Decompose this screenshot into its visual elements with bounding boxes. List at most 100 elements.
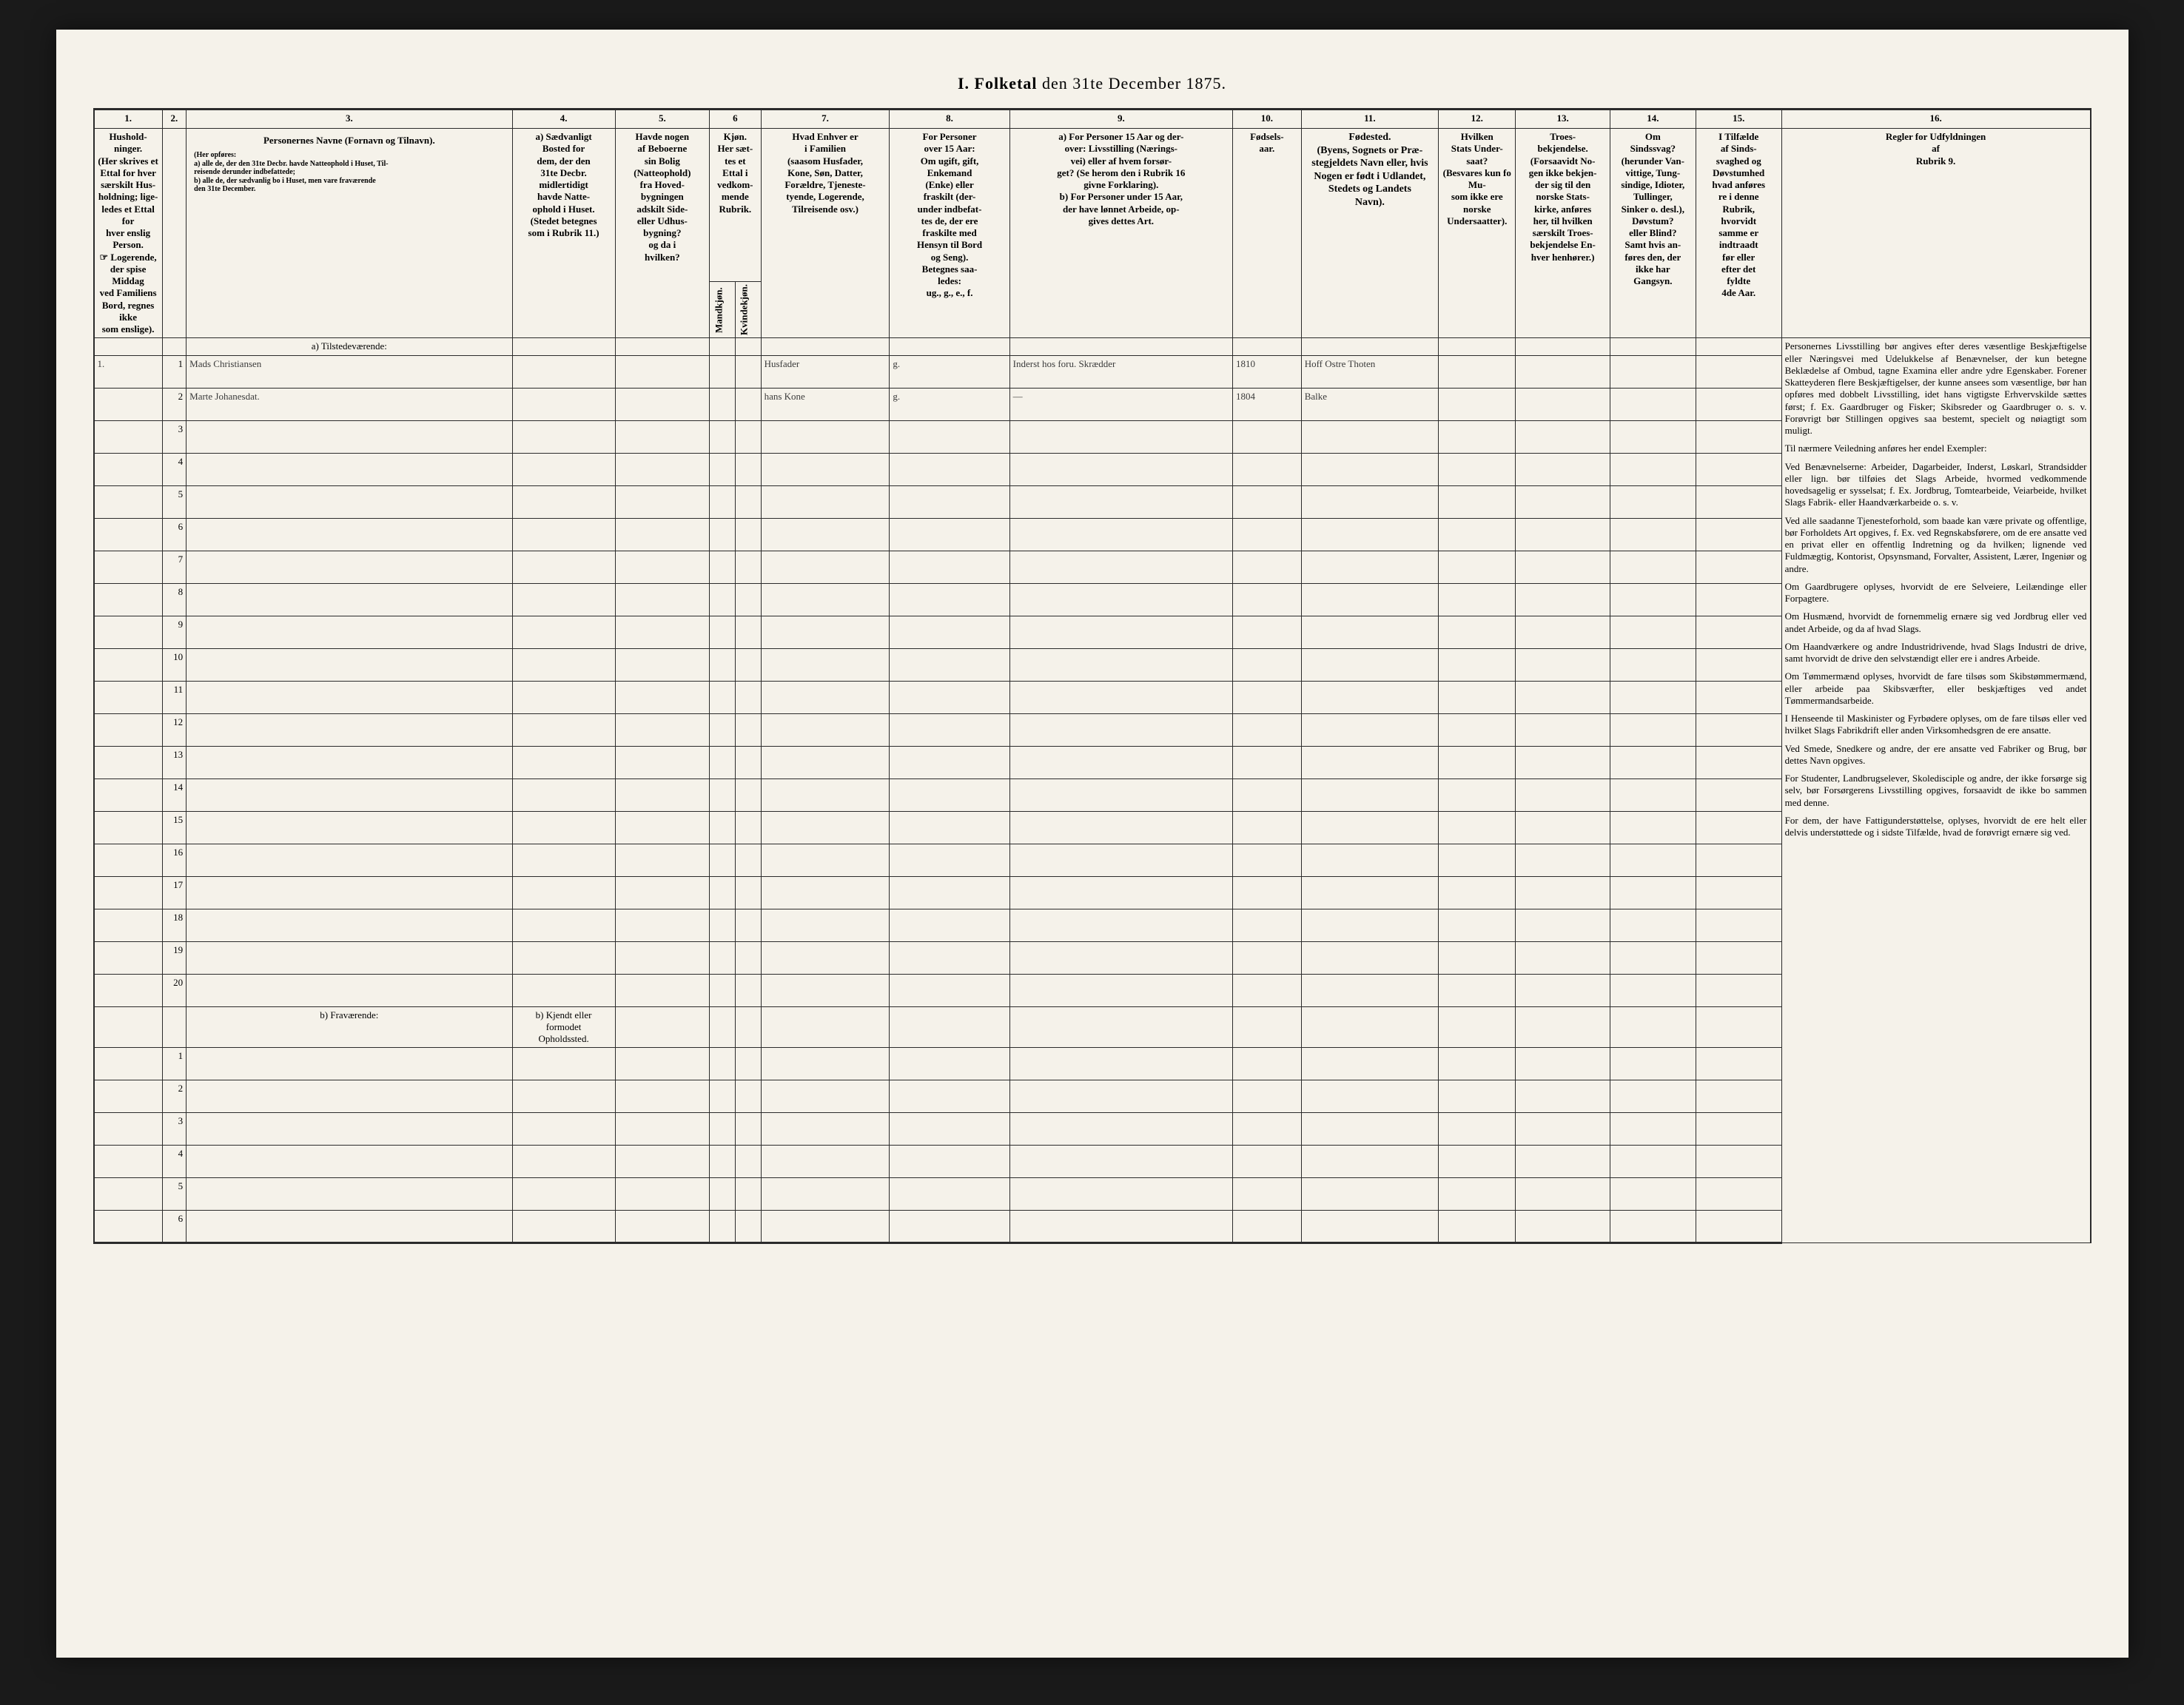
title-suffix: den 31te December 1875. [1042, 74, 1226, 93]
hdr-names: Personernes Navne (Fornavn og Tilnavn). … [187, 129, 512, 338]
cell [94, 485, 163, 518]
cell [615, 1113, 709, 1146]
cell [615, 453, 709, 485]
cell [1516, 1080, 1610, 1113]
birthplace: Hoff Ostre Thoten [1301, 355, 1438, 388]
cell [1301, 1146, 1438, 1178]
cell [615, 355, 709, 388]
cell [710, 485, 736, 518]
cell [512, 844, 615, 876]
cell [94, 909, 163, 941]
rownum: 6 [162, 518, 186, 551]
hdr-c14: Om Sindssvag? (herunder Van- vittige, Tu… [1610, 129, 1696, 338]
cell [1696, 1048, 1781, 1080]
cell [761, 485, 890, 518]
cell [1610, 1006, 1696, 1048]
cell [512, 1146, 615, 1178]
hdr-households: Hushold- ninger. (Her skrives et Ettal f… [94, 129, 163, 338]
cell [1301, 518, 1438, 551]
cell [615, 1178, 709, 1211]
cell [1610, 941, 1696, 974]
cell [187, 844, 512, 876]
cell [1301, 746, 1438, 778]
hdr-c4: a) Sædvanligt Bosted for dem, der den 31… [512, 129, 615, 338]
cell [1439, 844, 1516, 876]
rules-para: For dem, der have Fattigunderstøttelse, … [1785, 815, 2087, 839]
cell [512, 355, 615, 388]
cell [761, 616, 890, 648]
page-title: I. Folketal den 31te December 1875. [93, 74, 2091, 93]
cell [1439, 648, 1516, 681]
cell [94, 778, 163, 811]
cell [1610, 583, 1696, 616]
rownum: 16 [162, 844, 186, 876]
cell [1232, 778, 1301, 811]
cell [1516, 974, 1610, 1006]
cell [615, 974, 709, 1006]
colnum: 7. [761, 110, 890, 129]
cell [1009, 974, 1232, 1006]
hdr-c10-text: Fødsels- aar. [1250, 131, 1284, 154]
cell [735, 746, 761, 778]
cell [94, 681, 163, 713]
cell [1696, 941, 1781, 974]
cell [1439, 1146, 1516, 1178]
hdr-c11-text: Fødested. (Byens, Sognets or Præ- stegje… [1311, 132, 1428, 208]
cell [1439, 713, 1516, 746]
header-row: Hushold- ninger. (Her skrives et Ettal f… [94, 129, 2091, 282]
cell [1516, 1211, 1610, 1243]
occupation: Inderst hos foru. Skrædder [1009, 355, 1232, 388]
cell [94, 713, 163, 746]
cell [615, 681, 709, 713]
cell [162, 338, 186, 355]
cell [94, 1006, 163, 1048]
cell [187, 1080, 512, 1113]
cell [615, 420, 709, 453]
colnum: 14. [1610, 110, 1696, 129]
cell [1439, 746, 1516, 778]
cell [94, 1178, 163, 1211]
cell [615, 844, 709, 876]
cell [1516, 338, 1610, 355]
birthplace: Balke [1301, 388, 1438, 420]
cell [94, 811, 163, 844]
cell [890, 616, 1009, 648]
cell [94, 746, 163, 778]
cell [1610, 974, 1696, 1006]
cell [1610, 1146, 1696, 1178]
cell [1516, 616, 1610, 648]
cell [1439, 388, 1516, 420]
cell [710, 551, 736, 583]
cell [1516, 844, 1610, 876]
cell [1232, 551, 1301, 583]
cell [187, 453, 512, 485]
cell [1610, 388, 1696, 420]
cell [761, 518, 890, 551]
cell [1610, 1080, 1696, 1113]
cell [1610, 1178, 1696, 1211]
cell [1610, 518, 1696, 551]
cell [187, 1113, 512, 1146]
cell [1516, 551, 1610, 583]
hdr-female: Kvindekjøn. [735, 282, 761, 338]
cell [1610, 355, 1696, 388]
cell [1696, 746, 1781, 778]
cell [1516, 518, 1610, 551]
cell [1301, 974, 1438, 1006]
cell [1232, 485, 1301, 518]
rownum: 2 [162, 388, 186, 420]
cell [94, 616, 163, 648]
cell [1301, 420, 1438, 453]
cell [890, 338, 1009, 355]
cell [1610, 485, 1696, 518]
cell [512, 974, 615, 1006]
cell [1516, 941, 1610, 974]
cell [735, 1178, 761, 1211]
cell [1696, 616, 1781, 648]
cell [890, 1113, 1009, 1146]
cell [512, 1113, 615, 1146]
cell [890, 485, 1009, 518]
cell [1516, 1146, 1610, 1178]
cell [1232, 420, 1301, 453]
cell [761, 713, 890, 746]
